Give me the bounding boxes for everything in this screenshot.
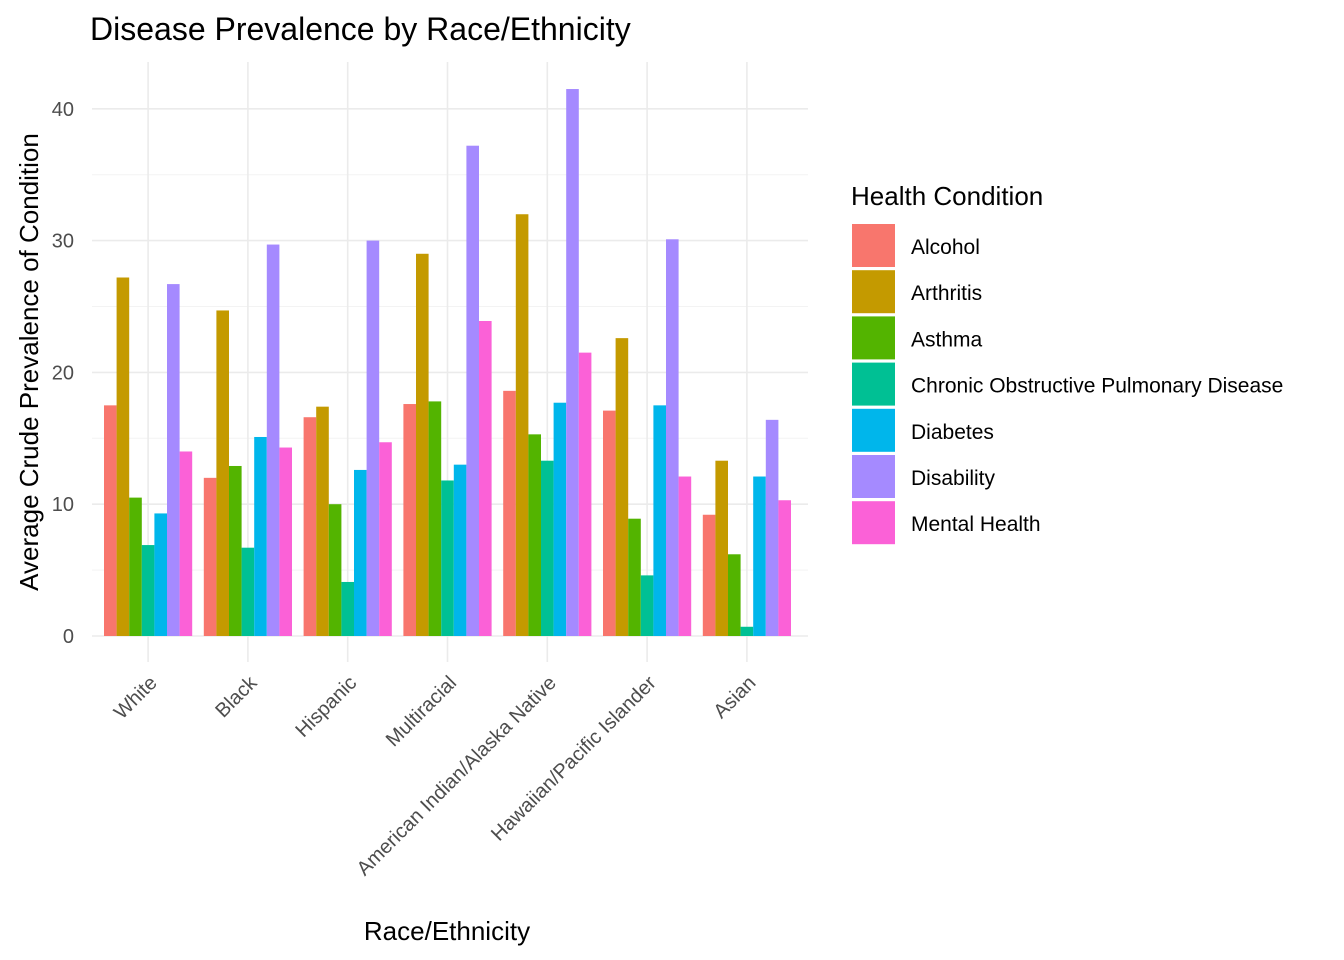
y-axis-title: Average Crude Prevalence of Condition [14,133,44,591]
y-tick-label: 0 [63,626,74,648]
legend-label: Disability [911,467,996,490]
y-tick-label: 30 [52,231,74,253]
bar [141,545,155,636]
bar [541,460,554,636]
bar [653,405,666,636]
bar [528,434,541,636]
bar [129,497,142,636]
legend-swatch [852,408,895,452]
x-tick-label: Multiracial [382,672,461,751]
bar [179,451,193,636]
bar [578,352,592,636]
legend-swatch [852,362,895,406]
bar [366,240,380,636]
legend-swatch [852,501,895,545]
bar [515,214,529,637]
bar [666,239,679,637]
x-tick-label: American Indian/Alaska Native [353,672,561,880]
legend-title: Health Condition [851,181,1043,211]
bar [441,480,454,636]
bar [241,547,255,636]
bar [403,404,416,636]
legend-label: Arthritis [911,282,982,305]
bar [728,554,741,636]
x-tick-label: White [110,672,162,724]
legend-swatch [852,455,895,498]
bar [566,89,579,636]
legend-swatch [852,224,895,267]
bar [154,513,167,636]
bar [740,626,754,636]
legend-swatch [852,316,895,360]
bar [778,500,791,636]
legend: Health Condition Alcohol Arthritis Asthma C… [851,181,1283,545]
bar [216,310,229,636]
chart-title: Disease Prevalence by Race/Ethnicity [90,11,631,47]
x-tick-label: Asian [710,672,761,723]
bar [553,402,567,636]
bar [266,244,280,636]
bar [628,518,641,636]
legend-swatch [852,270,895,314]
y-tick-label: 20 [52,362,74,384]
x-tick-label: Hispanic [291,672,361,742]
legend-label: Asthma [911,328,983,351]
bar [316,406,329,636]
bar [379,442,392,636]
bar [765,419,779,636]
bar [753,476,766,636]
bar [503,390,516,636]
x-axis-title: Race/Ethnicity [364,916,530,946]
bar [341,581,354,636]
legend-label: Alcohol [911,236,980,259]
bar [603,410,616,636]
bar [254,436,267,636]
bar [453,464,467,636]
bar [203,477,217,636]
y-axis-ticks: 0 10 20 30 40 [52,99,74,648]
bar [479,320,492,636]
x-tick-label: Black [211,671,262,722]
y-tick-label: 40 [52,99,74,121]
bar [328,504,342,636]
bar [702,514,716,636]
bar [615,338,629,636]
x-tick-label: Hawaiian/Pacific Islander [487,672,661,846]
bar [229,465,242,636]
bar [279,447,292,636]
bar [428,401,442,636]
bar [640,575,654,636]
legend-label: Chronic Obstructive Pulmonary Disease [911,375,1283,398]
bar [167,284,180,636]
bar [416,253,429,636]
bar [116,277,130,636]
bar [678,476,692,636]
bars [104,89,791,637]
legend-label: Mental Health [911,513,1041,536]
bar [104,405,117,636]
bar [303,417,317,636]
bar [466,145,479,637]
legend-items: Alcohol Arthritis Asthma Chronic Obstructiv… [852,224,1283,545]
bar [354,469,367,636]
legend-label: Diabetes [911,421,994,444]
y-tick-label: 10 [52,494,74,516]
bar [715,460,728,636]
